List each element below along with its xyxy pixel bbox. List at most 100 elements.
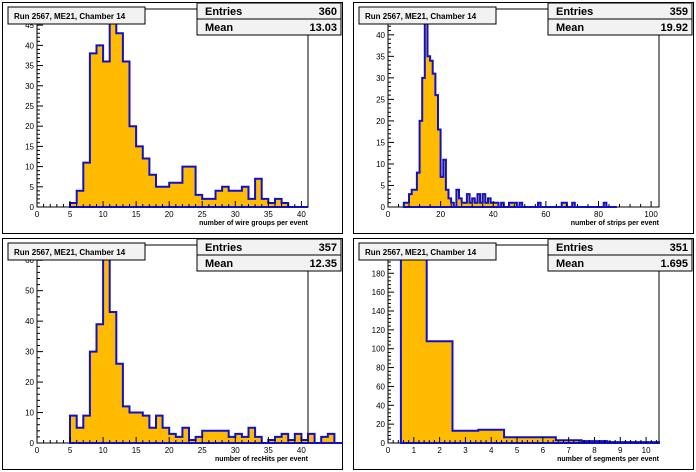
stats-entries-label: Entries bbox=[556, 6, 593, 18]
y-tick-label: 30 bbox=[25, 348, 34, 357]
y-tick-label: 35 bbox=[25, 62, 34, 71]
x-tick-label: 9 bbox=[618, 446, 623, 455]
y-tick-label: 20 bbox=[376, 117, 385, 126]
y-tick-label: 30 bbox=[25, 82, 34, 91]
stats-entries-value: 360 bbox=[319, 6, 337, 18]
x-tick-label: 0 bbox=[386, 210, 391, 219]
y-tick-label: 120 bbox=[372, 326, 386, 335]
title-box bbox=[358, 6, 497, 25]
x-tick-label: 5 bbox=[68, 210, 73, 219]
x-axis-label: number of wire groups per event bbox=[199, 220, 309, 227]
x-tick-label: 20 bbox=[165, 210, 174, 219]
histogram-svg: 0 5 10 15 20 25 30 35 40 0 5 10 15 20 25 30 35 40 45 number… bbox=[2, 2, 343, 234]
stats-mean-value: 13.03 bbox=[309, 22, 337, 34]
y-tick-label: 10 bbox=[376, 160, 385, 169]
stats-mean-label: Mean bbox=[556, 258, 584, 270]
chart-title: Run 2567, ME21, Chamber 14 bbox=[14, 248, 126, 257]
stats-entries-label: Entries bbox=[205, 6, 242, 18]
chart-title: Run 2567, ME21, Chamber 14 bbox=[14, 12, 126, 21]
x-tick-label: 40 bbox=[489, 210, 498, 219]
x-tick-label: 6 bbox=[541, 446, 546, 455]
y-tick-label: 5 bbox=[30, 183, 35, 192]
x-tick-label: 40 bbox=[297, 446, 306, 455]
stats-entries-value: 359 bbox=[670, 6, 688, 18]
x-tick-label: 10 bbox=[642, 446, 651, 455]
x-tick-label: 80 bbox=[594, 210, 603, 219]
histogram-pad-rechits: 0 5 10 15 20 25 30 35 40 0 10 20 30 40 50 60 number of r… bbox=[2, 238, 343, 470]
x-tick-label: 35 bbox=[264, 446, 273, 455]
histogram-bars bbox=[69, 256, 343, 444]
x-tick-label: 2 bbox=[437, 446, 442, 455]
x-tick-label: 15 bbox=[132, 446, 141, 455]
x-axis-label: number of strips per event bbox=[571, 220, 660, 227]
histogram-svg: 012345678910020406080100120140160180200n… bbox=[353, 238, 694, 470]
y-tick-label: 25 bbox=[25, 102, 34, 111]
histogram-bars bbox=[402, 20, 617, 208]
x-tick-label: 4 bbox=[489, 446, 494, 455]
y-tick-label: 40 bbox=[25, 41, 34, 50]
y-tick-label: 0 bbox=[381, 203, 386, 212]
y-tick-label: 0 bbox=[381, 439, 386, 448]
x-tick-label: 20 bbox=[436, 210, 445, 219]
chart-title: Run 2567, ME21, Chamber 14 bbox=[365, 12, 477, 21]
x-tick-label: 25 bbox=[198, 210, 207, 219]
histogram-bars bbox=[399, 252, 660, 444]
histogram-bars bbox=[69, 16, 308, 208]
stats-entries-value: 351 bbox=[670, 242, 688, 254]
stats-mean-label: Mean bbox=[556, 22, 584, 34]
y-tick-label: 0 bbox=[30, 439, 35, 448]
x-tick-label: 5 bbox=[515, 446, 520, 455]
x-tick-label: 30 bbox=[231, 210, 240, 219]
y-tick-label: 60 bbox=[376, 382, 385, 391]
y-tick-label: 60 bbox=[25, 256, 34, 265]
stats-entries-label: Entries bbox=[556, 242, 593, 254]
chart-title: Run 2567, ME21, Chamber 14 bbox=[365, 248, 477, 257]
x-tick-label: 30 bbox=[231, 446, 240, 455]
x-tick-label: 10 bbox=[99, 210, 108, 219]
title-box bbox=[7, 6, 146, 25]
y-tick-label: 5 bbox=[381, 181, 386, 190]
stats-mean-value: 12.35 bbox=[309, 258, 337, 270]
x-tick-label: 0 bbox=[35, 446, 40, 455]
y-tick-label: 10 bbox=[25, 409, 34, 418]
y-tick-label: 35 bbox=[376, 52, 385, 61]
y-tick-label: 180 bbox=[372, 269, 386, 278]
x-tick-label: 100 bbox=[644, 210, 658, 219]
y-tick-label: 15 bbox=[25, 142, 34, 151]
x-tick-label: 40 bbox=[297, 210, 306, 219]
x-tick-label: 20 bbox=[165, 446, 174, 455]
x-tick-label: 5 bbox=[68, 446, 73, 455]
y-tick-label: 100 bbox=[372, 345, 386, 354]
x-tick-label: 15 bbox=[132, 210, 141, 219]
y-tick-label: 30 bbox=[376, 74, 385, 83]
y-tick-label: 0 bbox=[30, 203, 35, 212]
stats-mean-value: 1.695 bbox=[660, 258, 688, 270]
histogram-pad-segments: 012345678910020406080100120140160180200n… bbox=[353, 238, 694, 470]
title-box bbox=[358, 242, 497, 261]
x-axis-label: number of segments per event bbox=[557, 456, 660, 463]
x-tick-label: 0 bbox=[35, 210, 40, 219]
histogram-svg: 0 20 40 60 80 100 0 5 10 15 20 25 30 35 40 number of st… bbox=[353, 2, 694, 234]
stats-entries-label: Entries bbox=[205, 242, 242, 254]
stats-mean-label: Mean bbox=[205, 22, 233, 34]
x-axis-label: number of recHits per event bbox=[215, 456, 309, 463]
y-tick-label: 160 bbox=[372, 288, 386, 297]
y-tick-label: 40 bbox=[376, 31, 385, 40]
stats-entries-value: 357 bbox=[319, 242, 337, 254]
x-tick-label: 10 bbox=[99, 446, 108, 455]
y-tick-label: 40 bbox=[376, 401, 385, 410]
y-tick-label: 10 bbox=[25, 163, 34, 172]
x-tick-label: 7 bbox=[566, 446, 571, 455]
pad-border bbox=[353, 2, 694, 234]
y-tick-label: 20 bbox=[25, 122, 34, 131]
histogram-pad-strips: 0 20 40 60 80 100 0 5 10 15 20 25 30 35 40 number of st… bbox=[353, 2, 694, 234]
histogram-svg: 0 5 10 15 20 25 30 35 40 0 10 20 30 40 50 60 number of r… bbox=[2, 238, 343, 470]
title-box bbox=[7, 242, 146, 261]
stats-mean-value: 19.92 bbox=[660, 22, 688, 34]
pad-border bbox=[2, 238, 343, 470]
x-tick-label: 8 bbox=[592, 446, 597, 455]
y-tick-label: 80 bbox=[376, 364, 385, 373]
y-tick-label: 140 bbox=[372, 307, 386, 316]
y-tick-label: 15 bbox=[376, 138, 385, 147]
y-tick-label: 20 bbox=[376, 420, 385, 429]
